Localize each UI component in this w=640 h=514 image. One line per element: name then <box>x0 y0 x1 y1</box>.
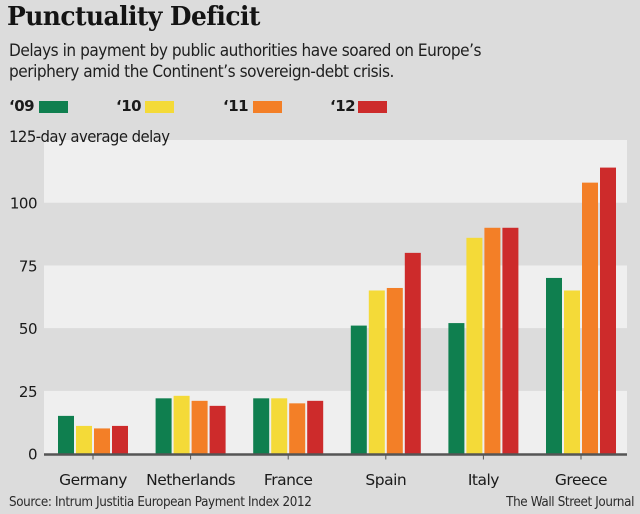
bar-group-france <box>253 398 324 454</box>
bar-netherlands-2 <box>191 400 208 454</box>
bar-germany-3 <box>112 425 128 454</box>
bar-france-3 <box>307 400 324 454</box>
bar-spain-2 <box>386 287 403 454</box>
y-tick-label: 50 <box>19 320 37 338</box>
bar-greece-1 <box>564 290 580 454</box>
bar-spain-3 <box>404 252 421 454</box>
y-tick-label: 75 <box>19 257 37 275</box>
legend-swatch-10 <box>145 101 174 113</box>
bar-france-0 <box>253 398 270 454</box>
legend-label: ‘09 <box>9 97 35 115</box>
bar-france-2 <box>289 403 306 454</box>
bar-group-germany <box>58 415 128 454</box>
bar-group-italy <box>448 227 519 454</box>
plot-band <box>44 265 627 329</box>
bar-netherlands-3 <box>209 405 226 454</box>
legend-swatch-09 <box>39 101 68 113</box>
x-axis-labels: Germany Netherlands France Spain Italy Greece <box>59 471 607 489</box>
bar-greece-3 <box>600 167 616 454</box>
y-axis-label: 125-day average delay <box>9 127 170 146</box>
legend-swatch-11 <box>253 101 282 113</box>
bar-greece-2 <box>582 182 598 454</box>
plot-bands <box>44 140 627 454</box>
bar-italy-3 <box>502 227 519 454</box>
x-tick-label: Spain <box>365 471 406 489</box>
bar-netherlands-0 <box>155 398 172 454</box>
bar-germany-1 <box>76 425 92 454</box>
plot-band <box>44 140 627 203</box>
bar-netherlands-1 <box>173 395 190 454</box>
bar-spain-0 <box>350 325 367 454</box>
x-axis <box>44 453 627 460</box>
bar-italy-0 <box>448 323 465 454</box>
chart-subtitle: Delays in payment by public authorities … <box>9 40 586 82</box>
bar-france-1 <box>271 398 288 454</box>
plot-band <box>44 390 627 454</box>
bar-spain-1 <box>368 290 385 454</box>
bar-greece-0 <box>546 277 562 454</box>
x-tick-label: Italy <box>468 471 499 489</box>
y-tick-label: 25 <box>19 383 37 401</box>
bar-group-spain <box>350 252 421 454</box>
bar-italy-1 <box>466 237 483 454</box>
legend-label: ‘12 <box>330 97 356 115</box>
y-tick-label: 100 <box>10 195 37 213</box>
legend-swatch-12 <box>358 101 387 113</box>
x-tick-label: Greece <box>555 471 607 489</box>
credit-note: The Wall Street Journal <box>506 495 634 510</box>
bar-italy-2 <box>484 227 501 454</box>
x-tick-label: Germany <box>59 471 127 489</box>
legend-label: ‘10 <box>116 97 142 115</box>
bar-group-greece <box>546 167 616 454</box>
plot-band <box>44 202 627 266</box>
bars <box>58 167 616 454</box>
legend-label: ‘11 <box>223 97 249 115</box>
subtitle-line-2: periphery amid the Continent’s sovereign… <box>9 62 394 81</box>
x-tick-label: Netherlands <box>146 471 235 489</box>
y-tick-label: 0 <box>28 446 37 464</box>
chart-title: Punctuality Deficit <box>7 2 260 32</box>
bar-germany-2 <box>94 428 110 454</box>
x-tick-label: France <box>264 471 313 489</box>
bar-germany-0 <box>58 415 74 454</box>
subtitle-line-1: Delays in payment by public authorities … <box>9 41 482 60</box>
plot-band <box>44 328 627 391</box>
y-axis-ticks: 0 25 50 75 100 <box>10 195 38 464</box>
source-note: Source: Intrum Justitia European Payment… <box>9 495 312 510</box>
bar-group-netherlands <box>155 395 226 454</box>
